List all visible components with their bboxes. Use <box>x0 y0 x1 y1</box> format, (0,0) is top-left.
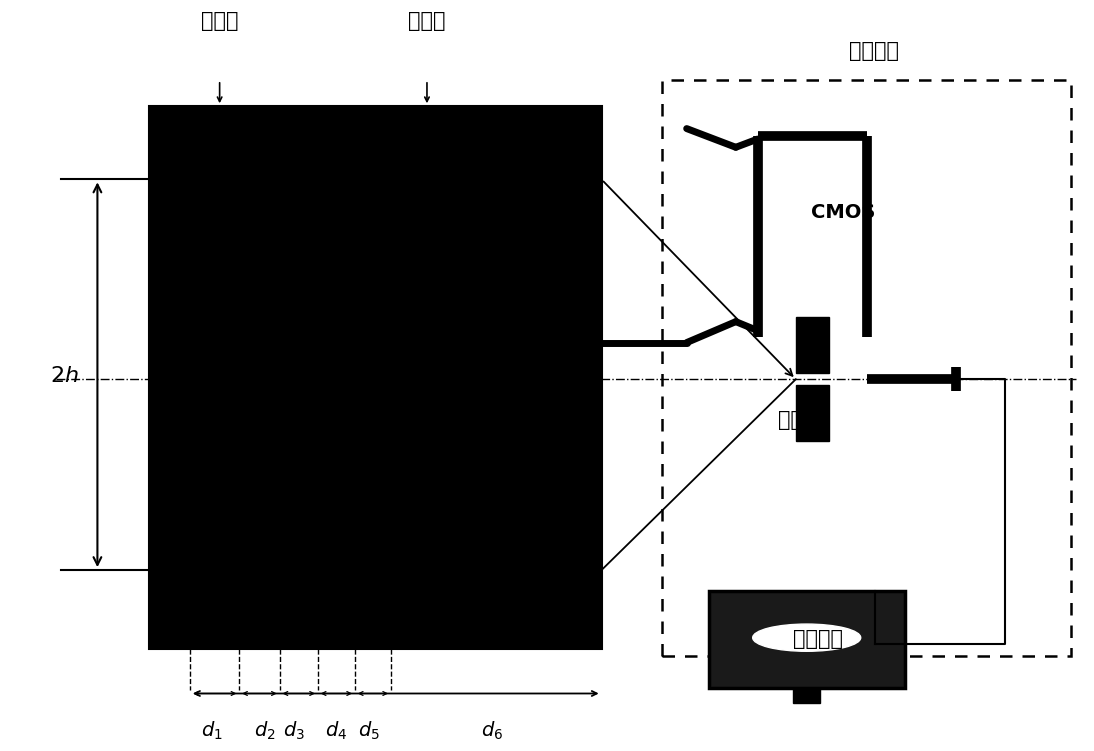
Ellipse shape <box>753 624 861 651</box>
Bar <box>793 688 820 703</box>
Text: $d_4$: $d_4$ <box>325 719 348 742</box>
Text: $d_1$: $d_1$ <box>201 719 223 742</box>
Bar <box>709 591 905 688</box>
Text: 成像系统: 成像系统 <box>849 41 899 62</box>
Bar <box>149 106 602 649</box>
Text: $d_6$: $d_6$ <box>481 719 503 742</box>
Text: 显示窗口: 显示窗口 <box>793 629 842 649</box>
Bar <box>795 317 828 373</box>
Text: 后液芯: 后液芯 <box>408 11 445 32</box>
Text: 位移平台: 位移平台 <box>779 410 828 430</box>
Text: $d_3$: $d_3$ <box>283 719 305 742</box>
Text: $2h$: $2h$ <box>50 366 79 385</box>
Text: 前液芯: 前液芯 <box>201 11 238 32</box>
Bar <box>662 80 1071 656</box>
Bar <box>795 385 828 442</box>
Text: CMOS: CMOS <box>811 203 875 222</box>
Text: $d_2$: $d_2$ <box>254 719 276 742</box>
Text: $d_5$: $d_5$ <box>358 719 380 742</box>
